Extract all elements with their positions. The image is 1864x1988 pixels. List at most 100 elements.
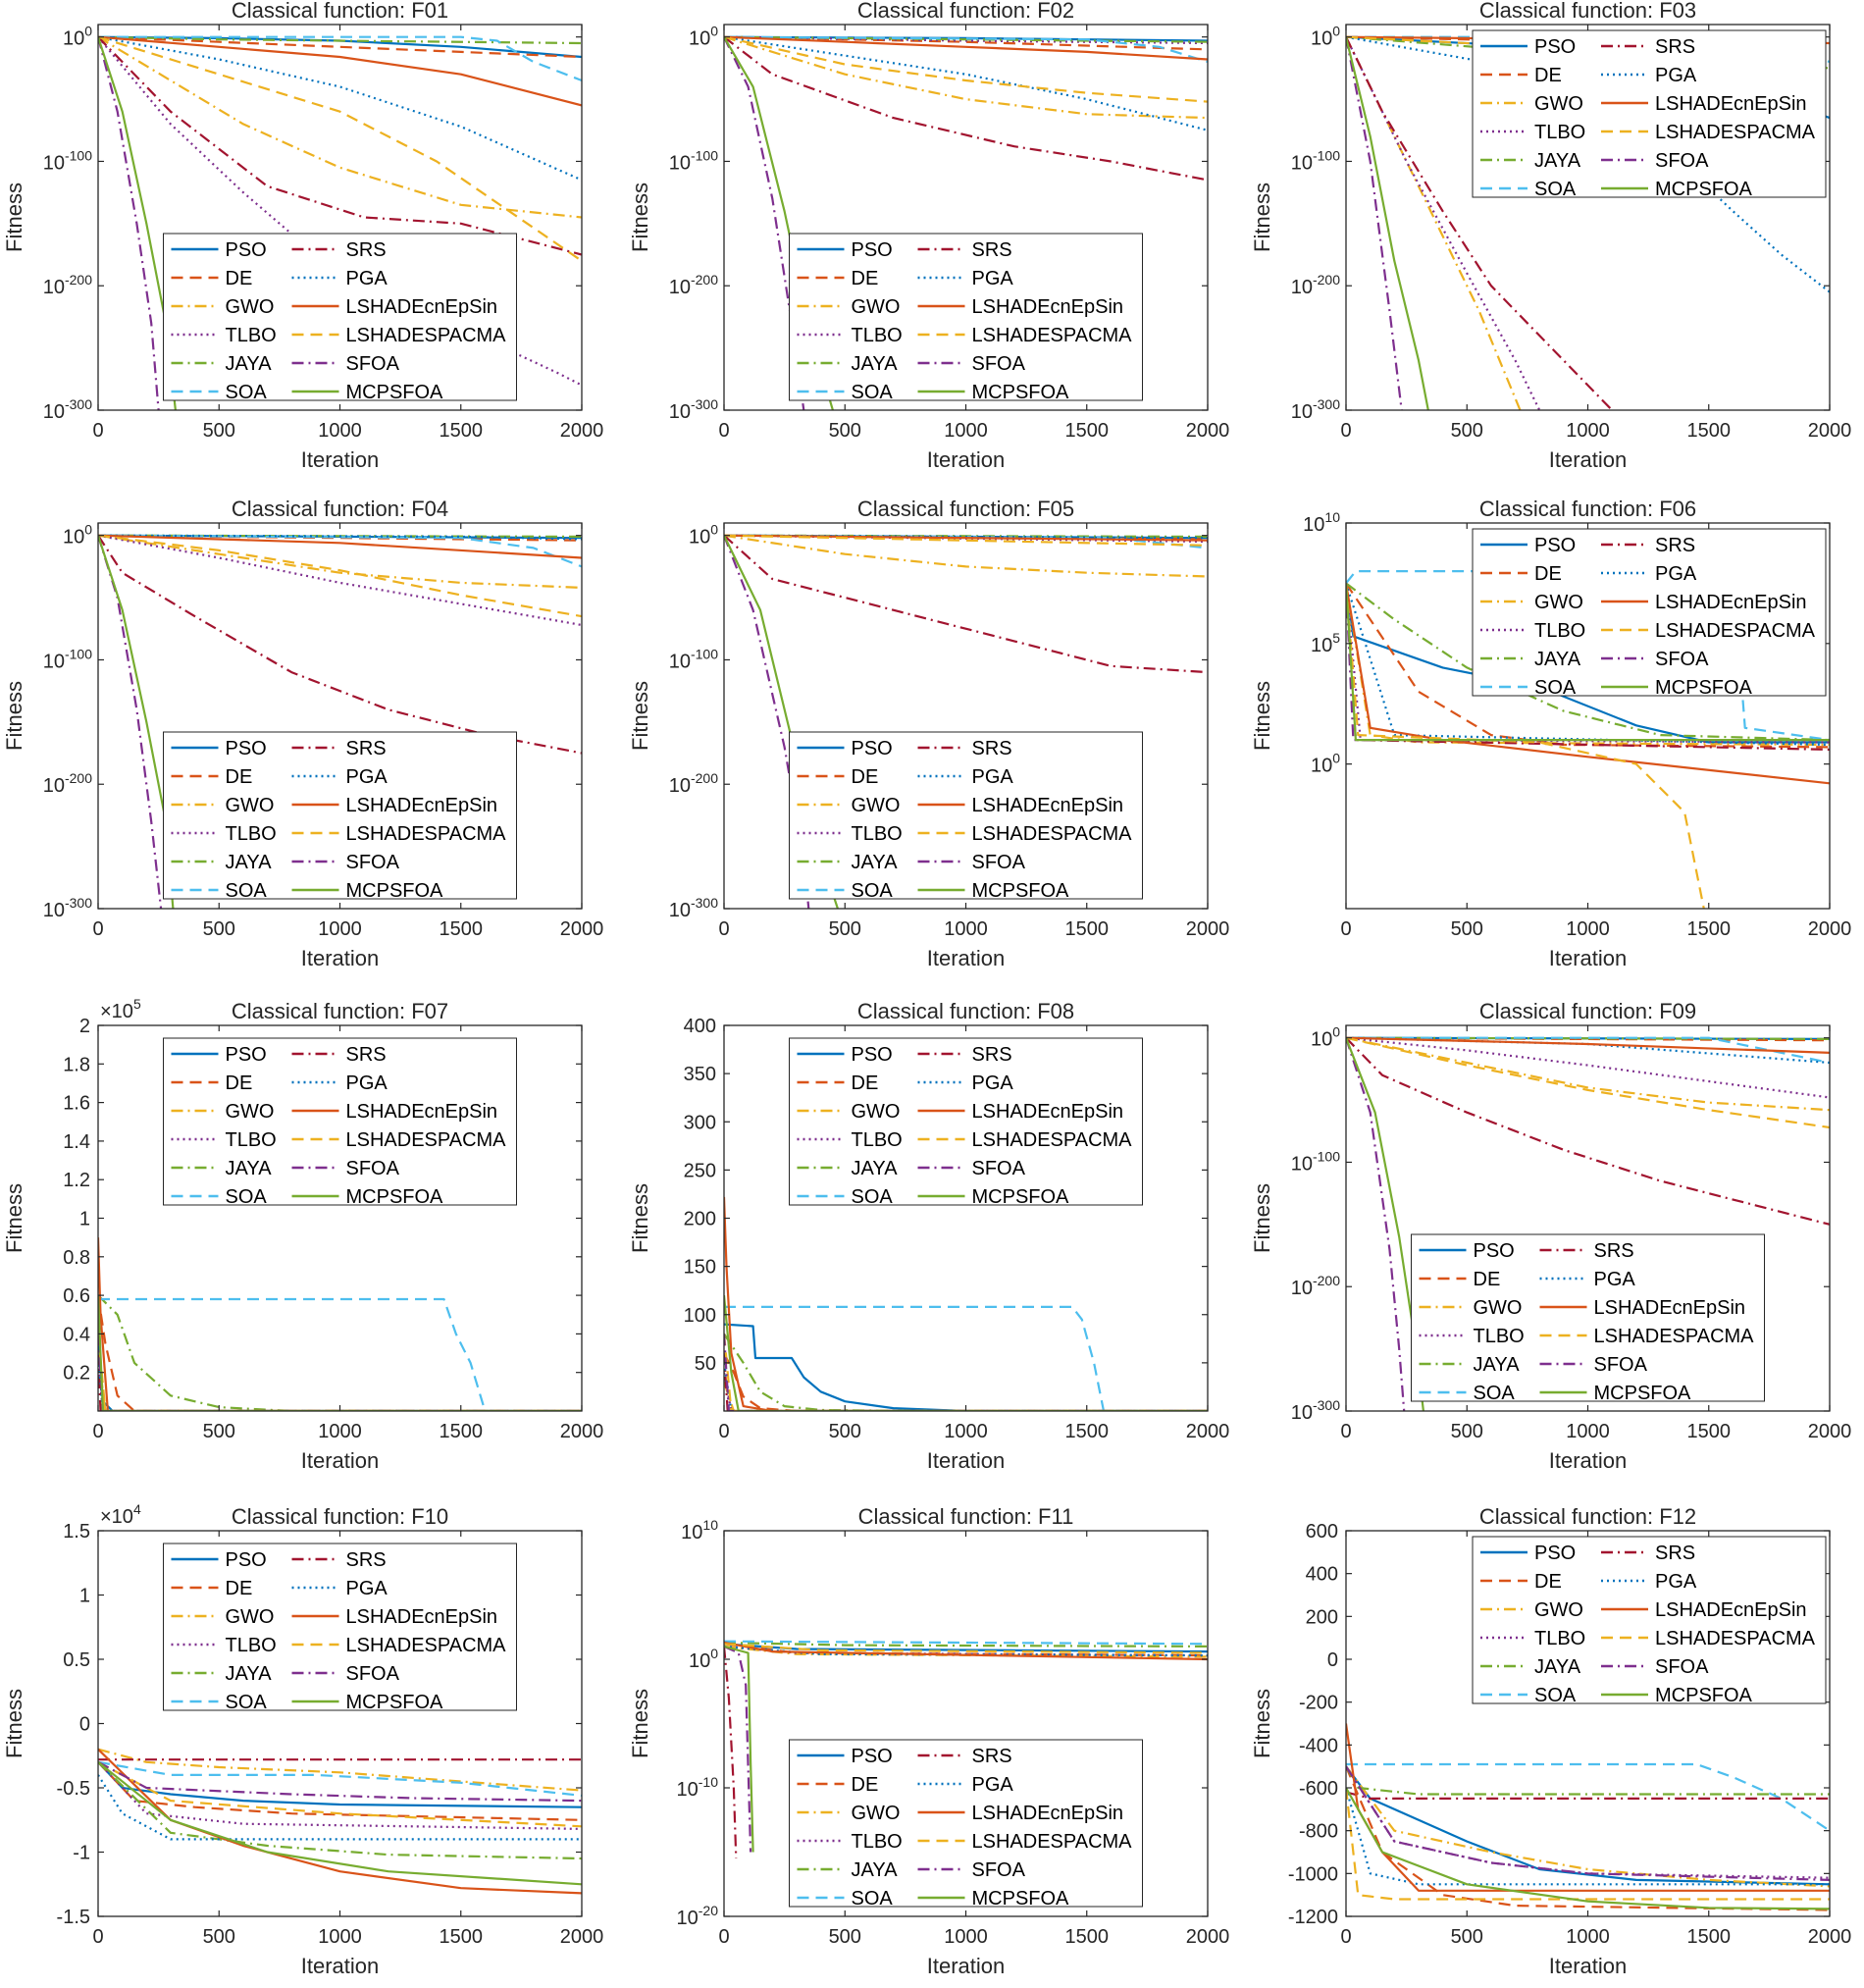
series-line-srs (724, 35, 1208, 182)
y-tick-label: 10-200 (669, 770, 718, 797)
legend-label-lshadespacma: LSHADESPACMA (1594, 1326, 1755, 1347)
series-group (1346, 1036, 1830, 1411)
legend-box (789, 1739, 1143, 1908)
y-tick-label: 0.6 (63, 1285, 90, 1307)
series-line-soa (724, 35, 1208, 64)
chart-title: Classical function: F08 (857, 999, 1074, 1023)
legend-label-jaya: JAYA (852, 353, 899, 375)
x-tick-label: 1500 (1065, 918, 1110, 940)
legend-label-jaya: JAYA (226, 1158, 273, 1179)
legend: PSO DE GWO TLBO JAYA SOA SRS PGA LSHADEcnEpSin LS… (163, 233, 517, 403)
series-line-gwo (1346, 1765, 1830, 1888)
x-tick-label: 500 (203, 1926, 235, 1948)
y-axis-label: Fitness (2, 183, 26, 252)
series-line-srs (98, 35, 582, 256)
x-tick-label: 500 (203, 918, 235, 940)
series-line-tlbo (1346, 1765, 1830, 1879)
y-axis-multiplier: ×104 (100, 1501, 141, 1528)
legend-label-jaya: JAYA (1474, 1354, 1521, 1376)
legend-label-lshadespacma: LSHADESPACMA (1655, 1628, 1816, 1649)
x-axis-label: Iteration (1549, 946, 1628, 970)
y-tick-label: 600 (1306, 1521, 1338, 1543)
x-tick-label: 1500 (440, 1926, 484, 1948)
y-axis-label: Fitness (2, 1689, 26, 1758)
y-tick-label: -0.5 (57, 1778, 90, 1800)
legend-label-jaya: JAYA (226, 1663, 273, 1685)
x-tick-label: 500 (1451, 1421, 1483, 1442)
legend-label-lshadecnepsin: LSHADEcnEpSin (1655, 1599, 1807, 1621)
legend-label-soa: SOA (1474, 1383, 1516, 1404)
x-tick-label: 500 (203, 420, 235, 442)
y-axis-label: Fitness (628, 681, 652, 751)
series-line-tlbo (1346, 36, 1541, 410)
legend-label-jaya: JAYA (852, 1859, 899, 1881)
legend-box (1472, 528, 1827, 697)
series-line-lshadecnepsin (98, 1237, 582, 1411)
legend-label-tlbo: TLBO (226, 1129, 277, 1151)
legend-box (789, 1037, 1143, 1206)
x-tick-label: 2000 (560, 1926, 604, 1948)
legend-label-mcpsfoa: MCPSFOA (972, 880, 1070, 902)
legend-label-gwo: GWO (226, 1606, 275, 1628)
y-tick-label: 100 (63, 24, 92, 50)
legend-box (1472, 1536, 1827, 1704)
legend-label-sfoa: SFOA (972, 852, 1026, 873)
y-tick-label: 10-200 (43, 770, 92, 797)
y-tick-label: 100 (1311, 751, 1340, 777)
series-line-lshadecnepsin (98, 1748, 582, 1895)
legend-label-srs: SRS (1655, 36, 1695, 58)
legend-label-tlbo: TLBO (1534, 620, 1585, 642)
x-tick-label: 2000 (1808, 918, 1852, 940)
x-tick-label: 0 (92, 1421, 103, 1442)
legend-label-pso: PSO (852, 239, 893, 261)
x-tick-label: 0 (1340, 918, 1351, 940)
y-tick-label: -1.5 (57, 1907, 90, 1928)
legend-label-gwo: GWO (852, 1101, 901, 1123)
series-line-soa (98, 1297, 582, 1411)
series-line-jaya (724, 1641, 1208, 1648)
y-axis-label: Fitness (628, 183, 652, 252)
x-tick-label: 1000 (944, 420, 988, 442)
x-tick-label: 2000 (1186, 918, 1230, 940)
y-tick-label: 100 (684, 1305, 716, 1327)
chart-panel-02: 0 500 1000 1500 2000 100 10-100 10-200 10-300 Cla… (628, 0, 1229, 472)
y-tick-label: 10-200 (1291, 1273, 1340, 1299)
series-line-sfoa (98, 36, 160, 410)
legend-label-mcpsfoa: MCPSFOA (346, 1186, 444, 1208)
legend-label-lshadecnepsin: LSHADEcnEpSin (972, 795, 1124, 816)
legend-label-de: DE (226, 766, 253, 788)
series-line-jaya (98, 1761, 582, 1860)
series-line-soa (98, 534, 582, 568)
legend-label-srs: SRS (1594, 1240, 1634, 1262)
chart-title: Classical function: F02 (857, 0, 1074, 23)
x-tick-label: 1500 (1065, 420, 1110, 442)
x-axis-label: Iteration (927, 946, 1006, 970)
legend-label-sfoa: SFOA (972, 1158, 1026, 1179)
y-tick-label: -800 (1299, 1821, 1338, 1843)
chart-title: Classical function: F11 (858, 1504, 1074, 1529)
series-line-sfoa (724, 36, 805, 410)
legend-label-soa: SOA (226, 880, 268, 902)
legend-label-pso: PSO (1474, 1240, 1515, 1262)
series-line-mcpsfoa (1346, 36, 1429, 410)
series-line-pga (724, 1645, 1208, 1657)
legend-label-lshadespacma: LSHADESPACMA (346, 1129, 507, 1151)
x-tick-label: 500 (1451, 1926, 1483, 1948)
x-tick-label: 1000 (318, 918, 362, 940)
legend-label-srs: SRS (346, 1549, 387, 1571)
series-line-de (1346, 582, 1830, 749)
chart-title: Classical function: F07 (232, 999, 448, 1023)
x-axis-label: Iteration (927, 1954, 1006, 1978)
legend-label-lshadespacma: LSHADESPACMA (346, 325, 507, 346)
x-tick-label: 1500 (1065, 1926, 1110, 1948)
legend-label-lshadecnepsin: LSHADEcnEpSin (346, 296, 498, 318)
series-group (1346, 1723, 1830, 1911)
x-tick-label: 0 (92, 918, 103, 940)
y-tick-label: 100 (63, 522, 92, 549)
x-tick-label: 1000 (318, 1926, 362, 1948)
series-line-jaya (1346, 582, 1830, 742)
y-tick-label: 100 (689, 1646, 718, 1672)
y-axis-label: Fitness (1250, 681, 1274, 751)
legend-label-tlbo: TLBO (226, 823, 277, 845)
